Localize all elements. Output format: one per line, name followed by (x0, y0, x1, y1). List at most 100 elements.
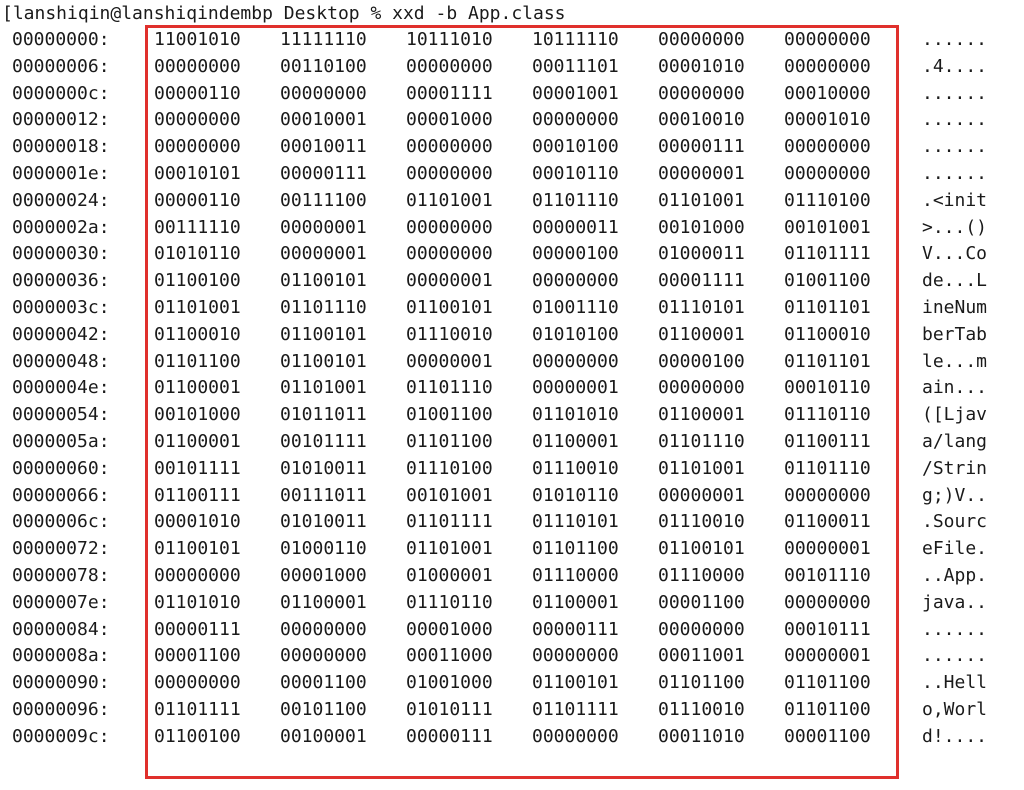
byte-value: 00001111 (406, 82, 493, 104)
byte-value: 00000000 (154, 136, 241, 158)
byte-value: 00000000 (280, 82, 367, 104)
byte-value: 00001100 (154, 645, 241, 667)
byte-value: 01101111 (784, 243, 871, 265)
row-offset: 00000090: (12, 672, 110, 694)
byte-value: 01101101 (784, 297, 871, 318)
byte-value: 01100001 (532, 431, 619, 452)
byte-value: 00101000 (658, 216, 745, 238)
byte-value: 01110110 (406, 591, 493, 613)
byte-value: 00101100 (280, 699, 367, 720)
row-ascii: >...() (922, 216, 988, 238)
byte-value: 00000111 (280, 163, 367, 184)
byte-value: 00001100 (280, 672, 367, 694)
byte-value: 00111110 (154, 216, 241, 238)
byte-value: 00111100 (280, 189, 367, 211)
byte-value: 01000001 (406, 565, 493, 586)
byte-value: 01100001 (658, 404, 745, 426)
byte-value: 01101110 (532, 189, 619, 211)
byte-value: 01100101 (154, 538, 241, 560)
byte-value: 00010010 (658, 109, 745, 131)
byte-value: 00000000 (784, 591, 871, 613)
byte-value: 00110100 (280, 55, 367, 77)
row-offset: 00000000: (12, 29, 110, 50)
byte-value: 00101001 (784, 216, 871, 238)
row-ascii: ineNum (922, 297, 988, 318)
byte-value: 00000111 (658, 136, 745, 158)
byte-value: 01110010 (658, 699, 745, 720)
byte-value: 00000000 (154, 55, 241, 77)
byte-value: 00000001 (406, 270, 493, 292)
row-ascii: java.. (922, 591, 988, 613)
byte-value: 01010110 (532, 484, 619, 506)
row-offset: 0000001e: (12, 163, 110, 184)
byte-value: 00000000 (154, 672, 241, 694)
byte-value: 00001100 (784, 725, 871, 747)
byte-value: 00101111 (280, 431, 367, 452)
byte-value: 01101010 (532, 404, 619, 426)
byte-value: 00000000 (658, 618, 745, 640)
byte-value: 01010011 (280, 511, 367, 533)
byte-value: 01100101 (406, 297, 493, 318)
byte-value: 00000000 (280, 645, 367, 667)
row-ascii: ..Hell (922, 672, 988, 694)
byte-value: 00101111 (154, 457, 241, 479)
byte-value: 00000000 (406, 136, 493, 158)
row-ascii: d!.... (922, 725, 988, 747)
byte-value: 01001000 (406, 672, 493, 694)
byte-value: 00011101 (532, 55, 619, 77)
byte-value: 01100010 (784, 323, 871, 345)
row-ascii: eFile. (922, 538, 988, 560)
byte-value: 00001000 (406, 618, 493, 640)
byte-value: 00011001 (658, 645, 745, 667)
byte-value: 00101110 (784, 565, 871, 586)
byte-value: 01101110 (658, 431, 745, 452)
row-offset: 00000042: (12, 323, 110, 345)
byte-value: 00000000 (784, 484, 871, 506)
row-ascii: a/lang (922, 431, 988, 452)
byte-value: 00000000 (406, 55, 493, 77)
row-ascii: .4.... (922, 55, 988, 77)
byte-value: 01101100 (154, 350, 241, 372)
row-ascii: ...... (922, 136, 988, 158)
byte-value: 01100100 (154, 270, 241, 292)
byte-value: 01100101 (280, 323, 367, 345)
byte-value: 00010110 (532, 163, 619, 184)
row-ascii: /Strin (922, 457, 988, 479)
byte-value: 00011010 (658, 725, 745, 747)
byte-value: 01100011 (784, 511, 871, 533)
byte-value: 00010001 (280, 109, 367, 131)
row-ascii: ..App. (922, 565, 988, 586)
byte-value: 00000001 (784, 645, 871, 667)
byte-value: 00000000 (658, 29, 745, 50)
byte-value: 01100001 (154, 431, 241, 452)
byte-value: 01010011 (280, 457, 367, 479)
byte-value: 01101100 (658, 672, 745, 694)
byte-value: 00010100 (532, 136, 619, 158)
byte-value: 00101000 (154, 404, 241, 426)
byte-value: 01000011 (658, 243, 745, 265)
byte-value: 01101110 (406, 377, 493, 399)
row-offset: 00000036: (12, 270, 110, 292)
byte-value: 01101111 (154, 699, 241, 720)
byte-value: 01010111 (406, 699, 493, 720)
byte-value: 01101110 (784, 457, 871, 479)
byte-value: 00000001 (532, 377, 619, 399)
byte-value: 00000000 (658, 377, 745, 399)
byte-value: 01001100 (406, 404, 493, 426)
byte-value: 00001100 (658, 591, 745, 613)
byte-value: 01001100 (784, 270, 871, 292)
byte-value: 00000000 (532, 270, 619, 292)
byte-value: 01101111 (406, 511, 493, 533)
byte-value: 00000000 (280, 618, 367, 640)
byte-value: 00000001 (280, 216, 367, 238)
byte-value: 00000001 (406, 350, 493, 372)
row-offset: 0000008a: (12, 645, 110, 667)
byte-value: 01110101 (532, 511, 619, 533)
byte-value: 00001010 (784, 109, 871, 131)
row-ascii: o,Worl (922, 699, 988, 720)
byte-value: 00010000 (784, 82, 871, 104)
row-offset: 00000006: (12, 55, 110, 77)
byte-value: 00000000 (532, 350, 619, 372)
row-offset: 00000018: (12, 136, 110, 158)
